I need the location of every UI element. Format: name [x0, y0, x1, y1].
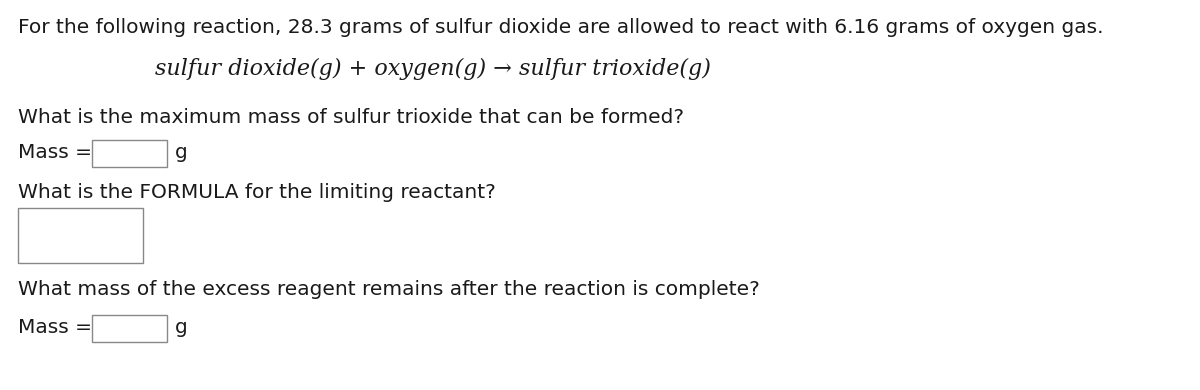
FancyBboxPatch shape — [92, 315, 167, 342]
Text: For the following reaction, 28.3 grams of sulfur dioxide are allowed to react wi: For the following reaction, 28.3 grams o… — [18, 18, 1104, 37]
Text: Mass =: Mass = — [18, 143, 98, 162]
FancyBboxPatch shape — [18, 208, 143, 263]
Text: What mass of the excess reagent remains after the reaction is complete?: What mass of the excess reagent remains … — [18, 280, 760, 299]
FancyBboxPatch shape — [92, 140, 167, 167]
Text: g: g — [175, 318, 187, 337]
Text: g: g — [175, 143, 187, 162]
Text: sulfur dioxide(g) + oxygen(g) → sulfur trioxide(g): sulfur dioxide(g) + oxygen(g) → sulfur t… — [155, 58, 710, 80]
Text: What is the maximum mass of sulfur trioxide that can be formed?: What is the maximum mass of sulfur triox… — [18, 108, 684, 127]
Text: Mass =: Mass = — [18, 318, 98, 337]
Text: What is the FORMULA for the limiting reactant?: What is the FORMULA for the limiting rea… — [18, 183, 496, 202]
